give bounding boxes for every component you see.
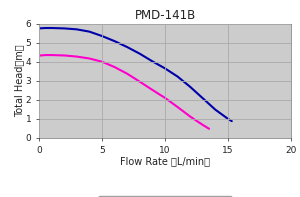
60Hz bbox=[113, 40, 116, 42]
60Hz bbox=[176, 75, 179, 78]
X-axis label: Flow Rate （L/min）: Flow Rate （L/min） bbox=[120, 156, 210, 166]
60Hz bbox=[37, 27, 41, 30]
60Hz bbox=[151, 60, 154, 62]
60Hz bbox=[230, 120, 234, 122]
60Hz bbox=[75, 28, 79, 31]
50Hz bbox=[113, 66, 116, 68]
60Hz bbox=[44, 27, 47, 29]
60Hz bbox=[188, 86, 192, 88]
60Hz bbox=[100, 35, 104, 37]
Line: 50Hz: 50Hz bbox=[39, 55, 209, 129]
60Hz bbox=[50, 27, 53, 29]
60Hz bbox=[201, 97, 205, 99]
60Hz bbox=[88, 31, 91, 33]
50Hz bbox=[151, 89, 154, 91]
60Hz bbox=[163, 67, 167, 70]
Legend: 60Hz, 50Hz: 60Hz, 50Hz bbox=[98, 196, 232, 197]
50Hz bbox=[207, 128, 211, 130]
60Hz bbox=[62, 27, 66, 30]
50Hz bbox=[75, 55, 79, 58]
50Hz bbox=[125, 72, 129, 75]
50Hz bbox=[88, 57, 91, 60]
50Hz bbox=[50, 54, 53, 56]
50Hz bbox=[44, 54, 47, 56]
Y-axis label: Total Head（m）: Total Head（m） bbox=[14, 45, 24, 117]
Title: PMD-141B: PMD-141B bbox=[134, 9, 196, 22]
50Hz bbox=[163, 97, 167, 99]
60Hz bbox=[214, 109, 217, 111]
50Hz bbox=[37, 54, 41, 57]
50Hz bbox=[62, 54, 66, 57]
50Hz bbox=[201, 124, 205, 126]
50Hz bbox=[188, 115, 192, 118]
50Hz bbox=[176, 106, 179, 108]
Line: 60Hz: 60Hz bbox=[39, 28, 232, 121]
60Hz bbox=[125, 46, 129, 48]
50Hz bbox=[100, 60, 104, 63]
50Hz bbox=[138, 81, 142, 83]
60Hz bbox=[138, 53, 142, 55]
60Hz bbox=[226, 118, 230, 120]
